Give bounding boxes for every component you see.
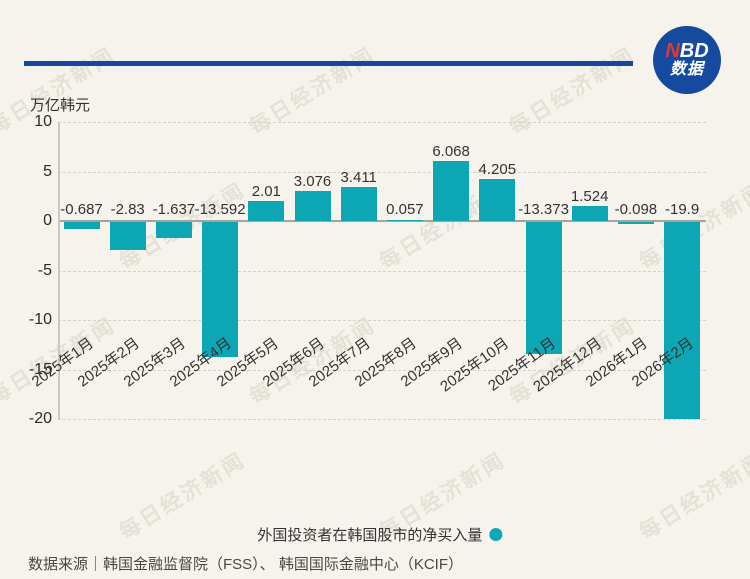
y-tick-label: -5 xyxy=(37,261,52,279)
bar-2025年11月 xyxy=(525,222,562,355)
bar-2025年12月 xyxy=(571,205,608,221)
bar-2025年4月 xyxy=(202,222,239,357)
y-tick-label: -20 xyxy=(28,410,52,427)
y-tick-label: 10 xyxy=(34,113,52,130)
zero-baseline xyxy=(58,220,706,222)
gridline-y-15 xyxy=(58,369,706,371)
bar-value-label: 2.01 xyxy=(251,183,281,201)
bar-value-label: -0.098 xyxy=(614,201,658,218)
background-watermark: 每日经济新闻 xyxy=(115,448,250,545)
bar-value-label: 1.524 xyxy=(570,187,609,205)
bar-2026年2月 xyxy=(664,222,701,419)
bar-2025年5月 xyxy=(248,201,285,221)
data-source-note: 数据来源｜韩国金融监督院（FSS）、 韩国国际金融中心（KCIF） xyxy=(28,556,464,573)
nbd-logo: NBD 数据 xyxy=(653,26,721,94)
bar-value-label: -13.592 xyxy=(194,201,246,218)
bar-2025年8月 xyxy=(386,219,423,221)
bar-value-label: -1.637 xyxy=(152,201,196,218)
y-tick-label: 5 xyxy=(43,162,52,180)
nbd-logo-n: N xyxy=(665,40,680,63)
bar-value-label: 3.076 xyxy=(293,172,332,190)
y-tick-label: -10 xyxy=(28,311,52,328)
legend-marker-dot xyxy=(489,528,503,541)
bar-value-label: 0.057 xyxy=(386,201,424,218)
chart-legend: 外国投资者在韩国股市的净买入量 xyxy=(257,524,503,545)
gridline-y-10 xyxy=(58,320,706,321)
gridline-y10 xyxy=(58,122,706,123)
bar-value-label: 3.411 xyxy=(340,169,377,187)
background-watermark: 每日经济新闻 xyxy=(505,43,640,140)
gridline-y5 xyxy=(58,171,706,173)
bar-value-label: -19.9 xyxy=(664,201,700,218)
bar-2025年10月 xyxy=(479,179,516,221)
bar-2025年7月 xyxy=(340,187,377,221)
nbd-logo-bd: BD xyxy=(679,40,709,63)
bar-value-label: 6.068 xyxy=(432,142,470,160)
bar-value-label: -0.687 xyxy=(60,201,103,218)
legend-label: 外国投资者在韩国股市的净买入量 xyxy=(257,527,483,544)
gridline-y-20 xyxy=(58,419,706,420)
background-watermark: 每日经济新闻 xyxy=(245,43,380,140)
gridline-y-5 xyxy=(58,270,706,272)
y-axis-line xyxy=(58,122,60,419)
header-rule xyxy=(24,61,633,66)
nbd-logo-text: NBD xyxy=(665,41,708,62)
bar-2025年9月 xyxy=(433,160,470,221)
bar-2026年1月 xyxy=(617,222,654,224)
bar-value-label: 4.205 xyxy=(478,161,517,179)
bar-value-label: -2.83 xyxy=(110,201,145,218)
y-axis-unit-label: 万亿韩元 xyxy=(30,97,91,114)
bar-2025年3月 xyxy=(155,222,192,239)
bar-2025年6月 xyxy=(294,190,331,221)
y-tick-label: -15 xyxy=(28,360,52,378)
bar-2025年1月 xyxy=(63,222,100,229)
bar-value-label: -13.373 xyxy=(518,201,569,218)
bar-2025年2月 xyxy=(109,222,146,251)
background-watermark: 每日经济新闻 xyxy=(635,448,750,545)
nbd-logo-subtitle: 数据 xyxy=(669,61,704,79)
y-tick-label: 0 xyxy=(43,212,52,229)
